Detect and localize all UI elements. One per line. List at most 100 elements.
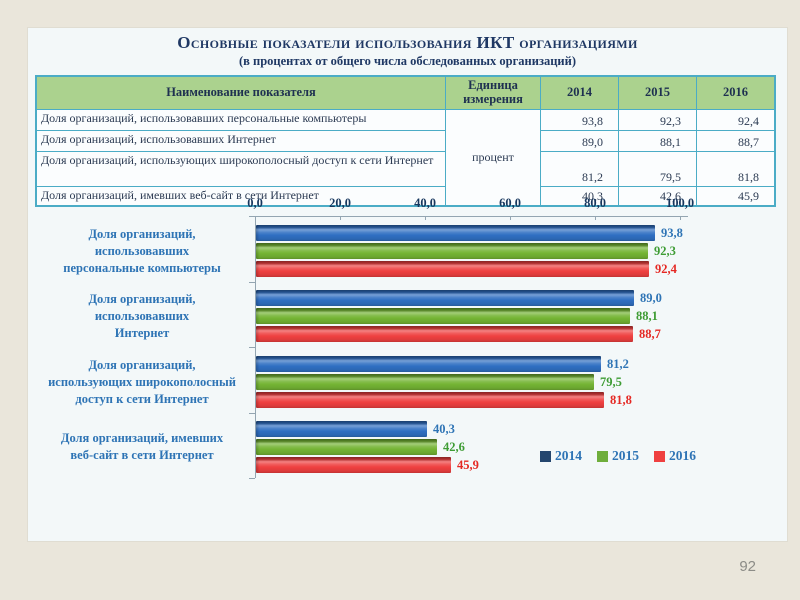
value-label-2015-category-3: 79,5 <box>600 375 622 389</box>
category-axis-tick <box>249 478 255 479</box>
category-axis-tick <box>249 347 255 348</box>
legend-item-2016: 2016 <box>654 448 696 464</box>
slide-title: Основные показатели использования ИКТ ор… <box>177 33 638 52</box>
value-cell-2014: 93,8 <box>540 109 619 131</box>
value-label-2016-category-3: 81,8 <box>610 393 632 407</box>
value-label-2014-category-1: 93,8 <box>661 226 683 240</box>
col-header-2014: 2014 <box>540 75 619 110</box>
col-header-indicator: Наименование показателя <box>35 75 446 110</box>
value-cell-2015: 88,1 <box>618 130 697 152</box>
bar-2014-category-3 <box>256 356 601 372</box>
value-label-2016-category-4: 45,9 <box>457 458 479 472</box>
bar-2015-category-1 <box>256 243 648 259</box>
indicator-name-cell: Доля организаций, имевших веб-сайт в сет… <box>35 186 446 207</box>
bar-2014-category-2 <box>256 290 634 306</box>
legend-swatch-2016 <box>654 450 665 462</box>
category-label-line: использовавших <box>94 309 190 323</box>
value-label-2015-category-2: 88,1 <box>636 309 658 323</box>
category-label-line: Доля организаций, <box>88 227 196 241</box>
value-cell-2016: 45,9 <box>696 186 776 207</box>
table-header-row: Наименование показателя Единица измерени… <box>35 75 776 110</box>
legend-label-2014: 2014 <box>555 448 582 463</box>
x-axis-tick-mark <box>595 216 596 220</box>
x-axis-tick-mark <box>510 216 511 220</box>
legend-label-2016: 2016 <box>669 448 696 463</box>
category-label-line: Интернет <box>114 326 170 340</box>
bar-2016-category-1 <box>256 261 649 277</box>
legend-swatch-2015 <box>597 450 608 462</box>
x-axis-tick-mark <box>680 216 681 220</box>
table-body: Доля организаций, использовавших персона… <box>35 109 776 207</box>
value-cell-2015: 42,6 <box>618 186 697 207</box>
bar-2015-category-4 <box>256 439 437 455</box>
col-header-2015: 2015 <box>618 75 697 110</box>
legend-item-2014: 2014 <box>540 448 582 464</box>
bar-2014-category-1 <box>256 225 655 241</box>
category-label-3: Доля организаций, использующих широкополо… <box>36 357 248 408</box>
value-label-2014-category-3: 81,2 <box>607 357 629 371</box>
value-label-2015-category-4: 42,6 <box>443 440 465 454</box>
category-label-line: доступ к сети Интернет <box>75 392 209 406</box>
category-axis-tick <box>249 282 255 283</box>
x-axis-tick-label: 60,0 <box>499 196 521 210</box>
slide-subtitle: (в процентах от общего числа обследованн… <box>238 54 576 68</box>
indicators-table: Наименование показателя Единица измерени… <box>35 75 776 207</box>
category-axis-tick <box>249 216 255 217</box>
value-label-2014-category-2: 89,0 <box>640 291 662 305</box>
x-axis-tick-label: 40,0 <box>414 196 436 210</box>
table-header: Наименование показателя Единица измерени… <box>35 75 776 110</box>
category-label-line: Доля организаций, <box>88 292 196 306</box>
unit-cell: процент <box>445 109 541 207</box>
value-label-2015-category-1: 92,3 <box>654 244 676 258</box>
slide: Основные показатели использования ИКТ ор… <box>28 28 787 541</box>
x-axis-tick-mark <box>340 216 341 220</box>
x-axis-tick-label: 20,0 <box>329 196 351 210</box>
indicator-name-cell: Доля организаций, использующих широкопол… <box>35 151 446 187</box>
indicator-name-cell: Доля организаций, использовавших Интерне… <box>35 130 446 152</box>
table-row: Доля организаций, использовавших персона… <box>35 109 776 207</box>
bar-2016-category-2 <box>256 326 633 342</box>
value-cell-2014: 89,0 <box>540 130 619 152</box>
value-cell-2016: 92,4 <box>696 109 776 131</box>
category-label-2: Доля организаций, использовавших Интернет <box>36 291 248 342</box>
category-label-line: персональные компьютеры <box>63 261 221 275</box>
value-label-2016-category-1: 92,4 <box>655 262 677 276</box>
chart-legend: 2014 2015 2016 <box>540 448 696 464</box>
bar-2016-category-3 <box>256 392 604 408</box>
value-cell-2014: 40,3 <box>540 186 619 207</box>
category-label-4: Доля организаций, имевших веб-сайт в сети… <box>36 430 248 464</box>
indicator-name-cell: Доля организаций, использовавших персона… <box>35 109 446 131</box>
value-cell-2016: 81,8 <box>696 151 776 187</box>
x-axis-line <box>255 216 688 217</box>
category-label-line: веб-сайт в сети Интернет <box>70 448 214 462</box>
table-row: Доля организаций, имевших веб-сайт в сет… <box>35 186 776 207</box>
legend-item-2015: 2015 <box>597 448 639 464</box>
bar-chart: 0,0 20,0 40,0 60,0 80,0 100,0 93,8 92,3 92,4 Доля… <box>28 28 787 541</box>
x-axis-tick-label: 100,0 <box>665 196 695 210</box>
x-axis-tick-label: 0,0 <box>247 196 263 210</box>
category-label-line: использующих широкополосный <box>48 375 236 389</box>
value-cell-2015: 79,5 <box>618 151 697 187</box>
value-label-2016-category-2: 88,7 <box>639 327 661 341</box>
category-axis-tick <box>249 413 255 414</box>
category-label-line: Доля организаций, имевших <box>60 431 224 445</box>
x-axis-tick-label: 80,0 <box>584 196 606 210</box>
bar-2016-category-4 <box>256 457 451 473</box>
legend-swatch-2014 <box>540 450 551 462</box>
page-number: 92 <box>739 558 756 575</box>
table-row: Доля организаций, использовавших Интерне… <box>35 130 776 152</box>
legend-label-2015: 2015 <box>612 448 639 463</box>
x-axis-tick-mark <box>425 216 426 220</box>
table-row: Доля организаций, использующих широкопол… <box>35 151 776 187</box>
category-axis-line <box>255 216 256 478</box>
bar-2015-category-2 <box>256 308 630 324</box>
value-cell-2015: 92,3 <box>618 109 697 131</box>
category-label-1: Доля организаций, использовавших персональ… <box>36 226 248 277</box>
category-label-line: Доля организаций, <box>88 358 196 372</box>
col-header-2016: 2016 <box>696 75 776 110</box>
category-label-line: использовавших <box>94 244 190 258</box>
value-cell-2016: 88,7 <box>696 130 776 152</box>
bar-2015-category-3 <box>256 374 594 390</box>
value-label-2014-category-4: 40,3 <box>433 422 455 436</box>
